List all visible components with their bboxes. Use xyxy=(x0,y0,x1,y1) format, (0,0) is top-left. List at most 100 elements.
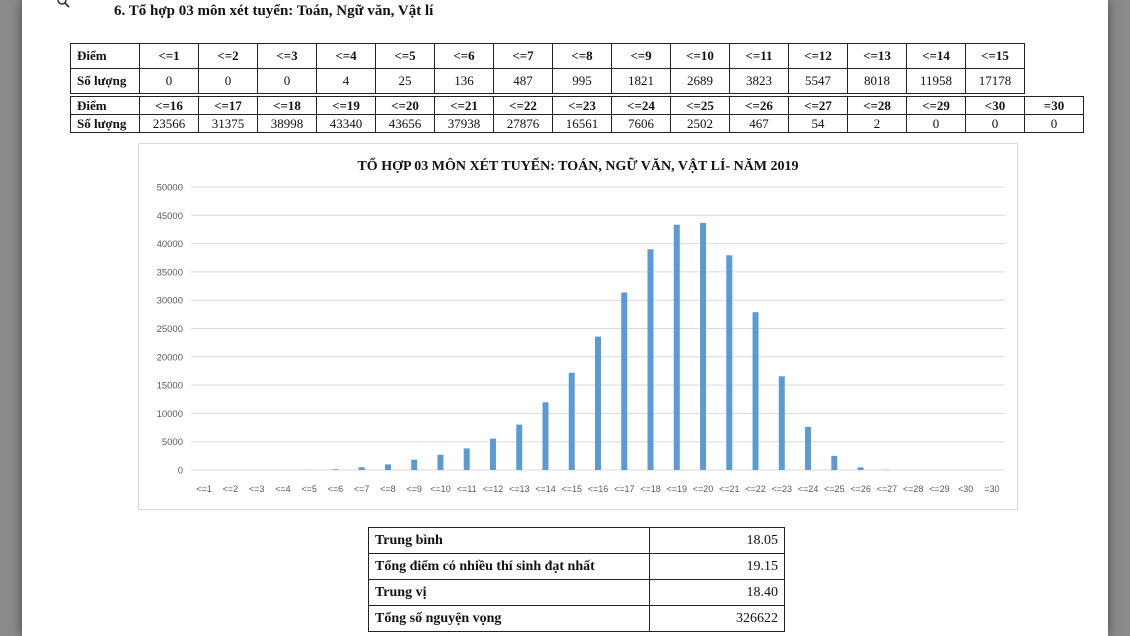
bar xyxy=(516,424,523,470)
count-cell: 54 xyxy=(788,114,848,133)
score-header-cell: <=21 xyxy=(434,96,494,115)
bar xyxy=(831,455,838,470)
score-header-cell: <=17 xyxy=(198,96,258,115)
score-header-cell: <=6 xyxy=(434,43,494,69)
x-tick-label: <=19 xyxy=(667,484,688,494)
count-cell: 17178 xyxy=(965,68,1025,94)
score-header-cell: <=28 xyxy=(847,96,907,115)
x-tick-label: <=7 xyxy=(354,484,370,494)
stat-label: Tổng số nguyện vọng xyxy=(368,605,650,632)
score-header-cell: <=22 xyxy=(493,96,553,115)
count-cell: 2502 xyxy=(670,114,730,133)
count-cell: 11958 xyxy=(906,68,966,94)
x-tick-label: <=25 xyxy=(824,484,845,494)
row-label-diem: Điểm xyxy=(70,43,140,69)
count-cell: 4 xyxy=(316,68,376,94)
chart-area: TỔ HỢP 03 MÔN XÉT TUYỂN: TOÁN, NGỮ VĂN, … xyxy=(138,143,1018,510)
score-header-cell: <=23 xyxy=(552,96,612,115)
x-tick-label: <=28 xyxy=(903,484,924,494)
count-cell: 136 xyxy=(434,68,494,94)
x-tick-label: <=9 xyxy=(406,484,422,494)
bar xyxy=(778,376,785,470)
bar xyxy=(437,454,444,470)
bar xyxy=(411,459,418,470)
count-cell: 37938 xyxy=(434,114,494,133)
count-cell: 5547 xyxy=(788,68,848,94)
count-cell: 0 xyxy=(1024,114,1084,133)
x-tick-label: =30 xyxy=(984,484,999,494)
section-heading: 6. Tổ hợp 03 môn xét tuyển: Toán, Ngữ vă… xyxy=(114,3,434,19)
blank-cell xyxy=(1024,68,1083,94)
table-row: Số lượng 23566 31375 38998 43340 43656 37938 27… xyxy=(70,114,1084,133)
score-header-cell: <=25 xyxy=(670,96,730,115)
row-label-so-luong: Số lượng xyxy=(70,68,140,94)
y-tick-label: 25000 xyxy=(157,324,183,335)
x-tick-label: <=16 xyxy=(588,484,609,494)
score-header-cell: =30 xyxy=(1024,96,1084,115)
distribution-table-1: Điểm <=1 <=2 <=3 <=4 <=5 <=6 <=7 <=8 <=9 <=10 <=11 <… xyxy=(70,43,1083,94)
x-tick-label: <=5 xyxy=(301,484,317,494)
score-header-cell: <=26 xyxy=(729,96,789,115)
row-label-so-luong: Số lượng xyxy=(70,114,140,133)
x-tick-label: <=13 xyxy=(509,484,530,494)
x-tick-label: <=6 xyxy=(328,484,344,494)
score-header-cell: <=13 xyxy=(847,43,907,69)
count-cell: 25 xyxy=(375,68,435,94)
bar xyxy=(489,438,496,470)
blank-cell xyxy=(1024,43,1083,69)
x-tick-label: <=20 xyxy=(693,484,714,494)
score-header-cell: <=12 xyxy=(788,43,848,69)
count-cell: 0 xyxy=(198,68,258,94)
y-tick-label: 45000 xyxy=(157,211,183,222)
count-cell: 16561 xyxy=(552,114,612,133)
y-tick-label: 30000 xyxy=(157,296,183,307)
score-header-cell: <=9 xyxy=(611,43,671,69)
x-tick-label: <=18 xyxy=(640,484,661,494)
score-header-cell: <=20 xyxy=(375,96,435,115)
score-header-cell: <30 xyxy=(965,96,1025,115)
bar xyxy=(332,469,339,470)
score-header-cell: <=14 xyxy=(906,43,966,69)
document-page: 6. Tổ hợp 03 môn xét tuyển: Toán, Ngữ vă… xyxy=(22,0,1108,636)
x-tick-label: <=10 xyxy=(430,484,451,494)
count-cell: 2 xyxy=(847,114,907,133)
y-tick-label: 40000 xyxy=(157,239,183,250)
bar xyxy=(647,249,654,470)
count-cell: 23566 xyxy=(139,114,199,133)
x-tick-label: <=23 xyxy=(772,484,793,494)
count-cell: 38998 xyxy=(257,114,317,133)
row-label-diem: Điểm xyxy=(70,96,140,115)
x-tick-label: <=4 xyxy=(275,484,291,494)
x-tick-label: <=29 xyxy=(929,484,950,494)
x-tick-label: <=17 xyxy=(614,484,635,494)
count-cell: 487 xyxy=(493,68,553,94)
stat-label: Tổng điểm có nhiều thí sinh đạt nhất xyxy=(368,553,650,580)
count-cell: 0 xyxy=(906,114,966,133)
count-cell: 467 xyxy=(729,114,789,133)
x-tick-label: <=15 xyxy=(561,484,582,494)
table-row: Tổng số nguyện vọng 326622 xyxy=(368,605,785,632)
count-cell: 3823 xyxy=(729,68,789,94)
score-header-cell: <=18 xyxy=(257,96,317,115)
score-header-cell: <=19 xyxy=(316,96,376,115)
bar xyxy=(358,467,365,470)
y-tick-label: 10000 xyxy=(157,409,183,420)
x-tick-label: <=27 xyxy=(877,484,898,494)
x-tick-label: <=8 xyxy=(380,484,396,494)
distribution-table-2: Điểm <=16 <=17 <=18 <=19 <=20 <=21 <=22 <=23 <=24… xyxy=(70,96,1084,133)
bar xyxy=(621,292,628,470)
x-tick-label: <30 xyxy=(958,484,973,494)
table-row: Điểm <=1 <=2 <=3 <=4 <=5 <=6 <=7 <=8 <=9 <=10 <=11 <… xyxy=(70,43,1083,69)
stat-label: Trung bình xyxy=(368,527,650,554)
table-row: Số lượng 0 0 0 4 25 136 487 995 1821 2689 3823 5547 8… xyxy=(70,68,1083,94)
bar xyxy=(463,448,470,470)
score-header-cell: <=3 xyxy=(257,43,317,69)
count-cell: 43656 xyxy=(375,114,435,133)
score-header-cell: <=24 xyxy=(611,96,671,115)
score-header-cell: <=27 xyxy=(788,96,848,115)
x-tick-label: <=22 xyxy=(745,484,766,494)
y-tick-label: 20000 xyxy=(157,352,183,363)
score-header-cell: <=16 xyxy=(139,96,199,115)
count-cell: 0 xyxy=(965,114,1025,133)
bar xyxy=(752,312,759,470)
